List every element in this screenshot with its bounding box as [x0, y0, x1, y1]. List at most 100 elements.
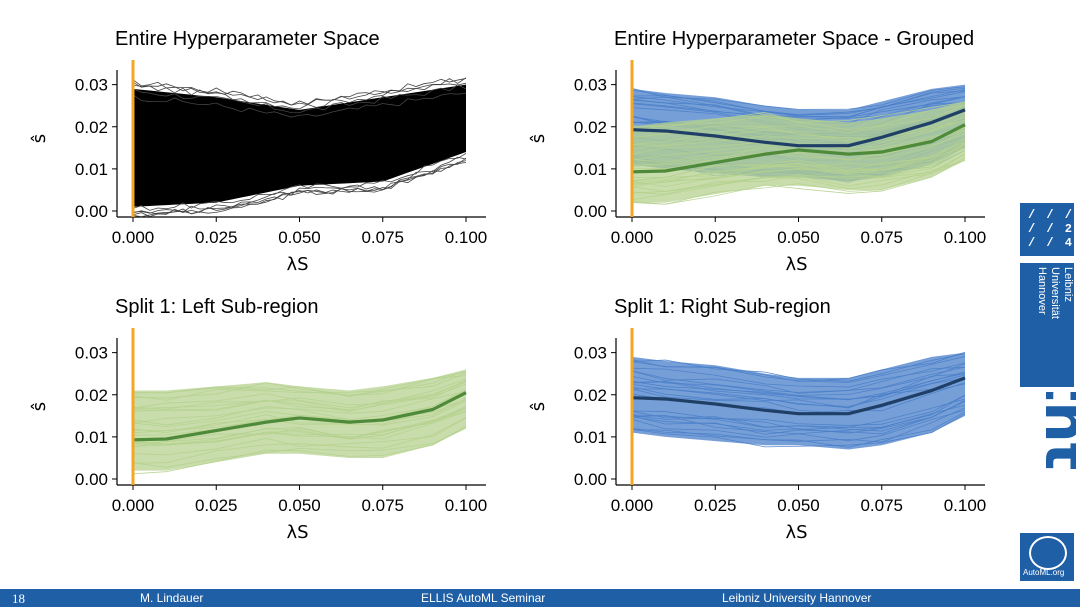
series-line — [132, 411, 467, 445]
luh-name-line: Universität — [1049, 267, 1061, 319]
y-axis-label: ŝ — [528, 402, 549, 411]
y-axis-label: ŝ — [528, 134, 549, 143]
tnt-logo: tnt — [1032, 392, 1076, 470]
luh-name-logo: Leibniz Universität Hannover — [1020, 263, 1074, 387]
x-tick-label: 0.050 — [278, 228, 321, 247]
series-line — [631, 353, 966, 382]
y-tick-label: 0.01 — [75, 160, 108, 179]
chart-panel: Split 1: Right Sub-region 0.00 0.01 0.02 0.0… — [528, 296, 986, 543]
x-tick-label: 0.000 — [112, 496, 155, 515]
luh-name-line: Hannover — [1036, 267, 1048, 315]
series-line — [631, 160, 966, 201]
series-line — [132, 78, 467, 106]
series-line — [631, 411, 966, 448]
series-line — [132, 370, 467, 396]
series-line — [631, 101, 966, 128]
series-mean-line — [631, 376, 966, 416]
series-line — [631, 374, 966, 400]
y-tick-label: 0.01 — [574, 428, 607, 447]
x-tick-label: 0.100 — [944, 228, 987, 247]
series-line — [631, 400, 966, 434]
x-tick-label: 0.100 — [944, 496, 987, 515]
series-line — [631, 140, 966, 178]
series-line — [631, 96, 966, 119]
series-line — [132, 383, 467, 412]
series-band — [133, 84, 466, 207]
x-tick-label: 0.000 — [611, 228, 654, 247]
x-tick-label: 0.100 — [445, 228, 488, 247]
series-line — [631, 142, 966, 187]
x-tick-label: 0.075 — [361, 228, 404, 247]
chart-grid: Entire Hyperparameter Space 0.00 0.01 0.02 0… — [29, 28, 987, 543]
series-line — [631, 146, 966, 186]
series-line — [631, 159, 966, 205]
chart-title: Entire Hyperparameter Space - Grouped — [614, 28, 974, 50]
series-line — [631, 377, 966, 407]
series-line — [132, 427, 467, 468]
automl-logo: AutoML.org — [1020, 533, 1074, 581]
series-line — [132, 157, 467, 218]
y-tick-label: 0.00 — [574, 202, 607, 221]
x-axis-label: λS — [785, 522, 807, 543]
x-axis-label: λS — [286, 254, 308, 275]
x-tick-label: 0.075 — [860, 228, 903, 247]
luh-name-line: Leibniz — [1062, 267, 1074, 302]
slide-number: 18 — [12, 591, 25, 606]
series-line — [631, 104, 966, 138]
x-tick-label: 0.025 — [195, 228, 238, 247]
y-tick-label: 0.01 — [75, 428, 108, 447]
series-line — [631, 153, 966, 194]
series-line — [132, 407, 467, 447]
series-mean-line — [631, 108, 966, 148]
y-tick-label: 0.02 — [574, 118, 607, 137]
series-line — [631, 120, 966, 149]
x-tick-label: 0.075 — [361, 496, 404, 515]
x-tick-label: 0.025 — [195, 496, 238, 515]
series-line — [631, 400, 966, 432]
series-line — [132, 156, 467, 214]
series-line — [631, 143, 966, 184]
series-line — [132, 84, 467, 114]
chart-title: Split 1: Left Sub-region — [115, 296, 318, 318]
series-line — [132, 77, 467, 106]
series-line — [631, 413, 966, 448]
series-line — [132, 425, 467, 475]
slide-footer: 18 M. Lindauer ELLIS AutoML Seminar Leib… — [0, 589, 1080, 607]
svg-text:tnt: tnt — [1032, 392, 1076, 470]
series-line — [631, 141, 966, 181]
chart-panel: Split 1: Left Sub-region 0.00 0.01 0.02 0.03… — [29, 296, 487, 543]
series-line — [631, 366, 966, 393]
chart-title: Entire Hyperparameter Space — [115, 28, 380, 50]
series-line — [132, 380, 467, 409]
series-line — [132, 397, 467, 432]
y-axis-label: ŝ — [29, 402, 50, 411]
y-tick-label: 0.01 — [574, 160, 607, 179]
series-line — [631, 404, 966, 435]
series-line — [132, 417, 467, 456]
y-tick-label: 0.03 — [75, 344, 108, 363]
series-line — [132, 407, 467, 445]
series-band — [632, 352, 965, 450]
x-tick-label: 0.050 — [777, 228, 820, 247]
x-tick-label: 0.050 — [278, 496, 321, 515]
series-line — [631, 133, 966, 170]
x-axis-label: λS — [286, 522, 308, 543]
series-line — [631, 379, 966, 409]
series-line — [132, 82, 467, 110]
x-tick-label: 0.100 — [445, 496, 488, 515]
series-line — [132, 391, 467, 424]
series-line — [631, 356, 966, 383]
x-tick-label: 0.050 — [777, 496, 820, 515]
series-line — [631, 90, 966, 116]
series-line — [631, 407, 966, 443]
footer-organization: Leibniz University Hannover — [722, 591, 872, 605]
series-line — [132, 372, 467, 401]
series-line — [132, 380, 467, 412]
series-line — [631, 362, 966, 388]
series-line — [132, 92, 467, 118]
y-tick-label: 0.03 — [574, 344, 607, 363]
series-band — [133, 369, 466, 471]
series-line — [631, 96, 966, 118]
y-tick-label: 0.02 — [574, 386, 607, 405]
y-tick-label: 0.03 — [574, 76, 607, 95]
